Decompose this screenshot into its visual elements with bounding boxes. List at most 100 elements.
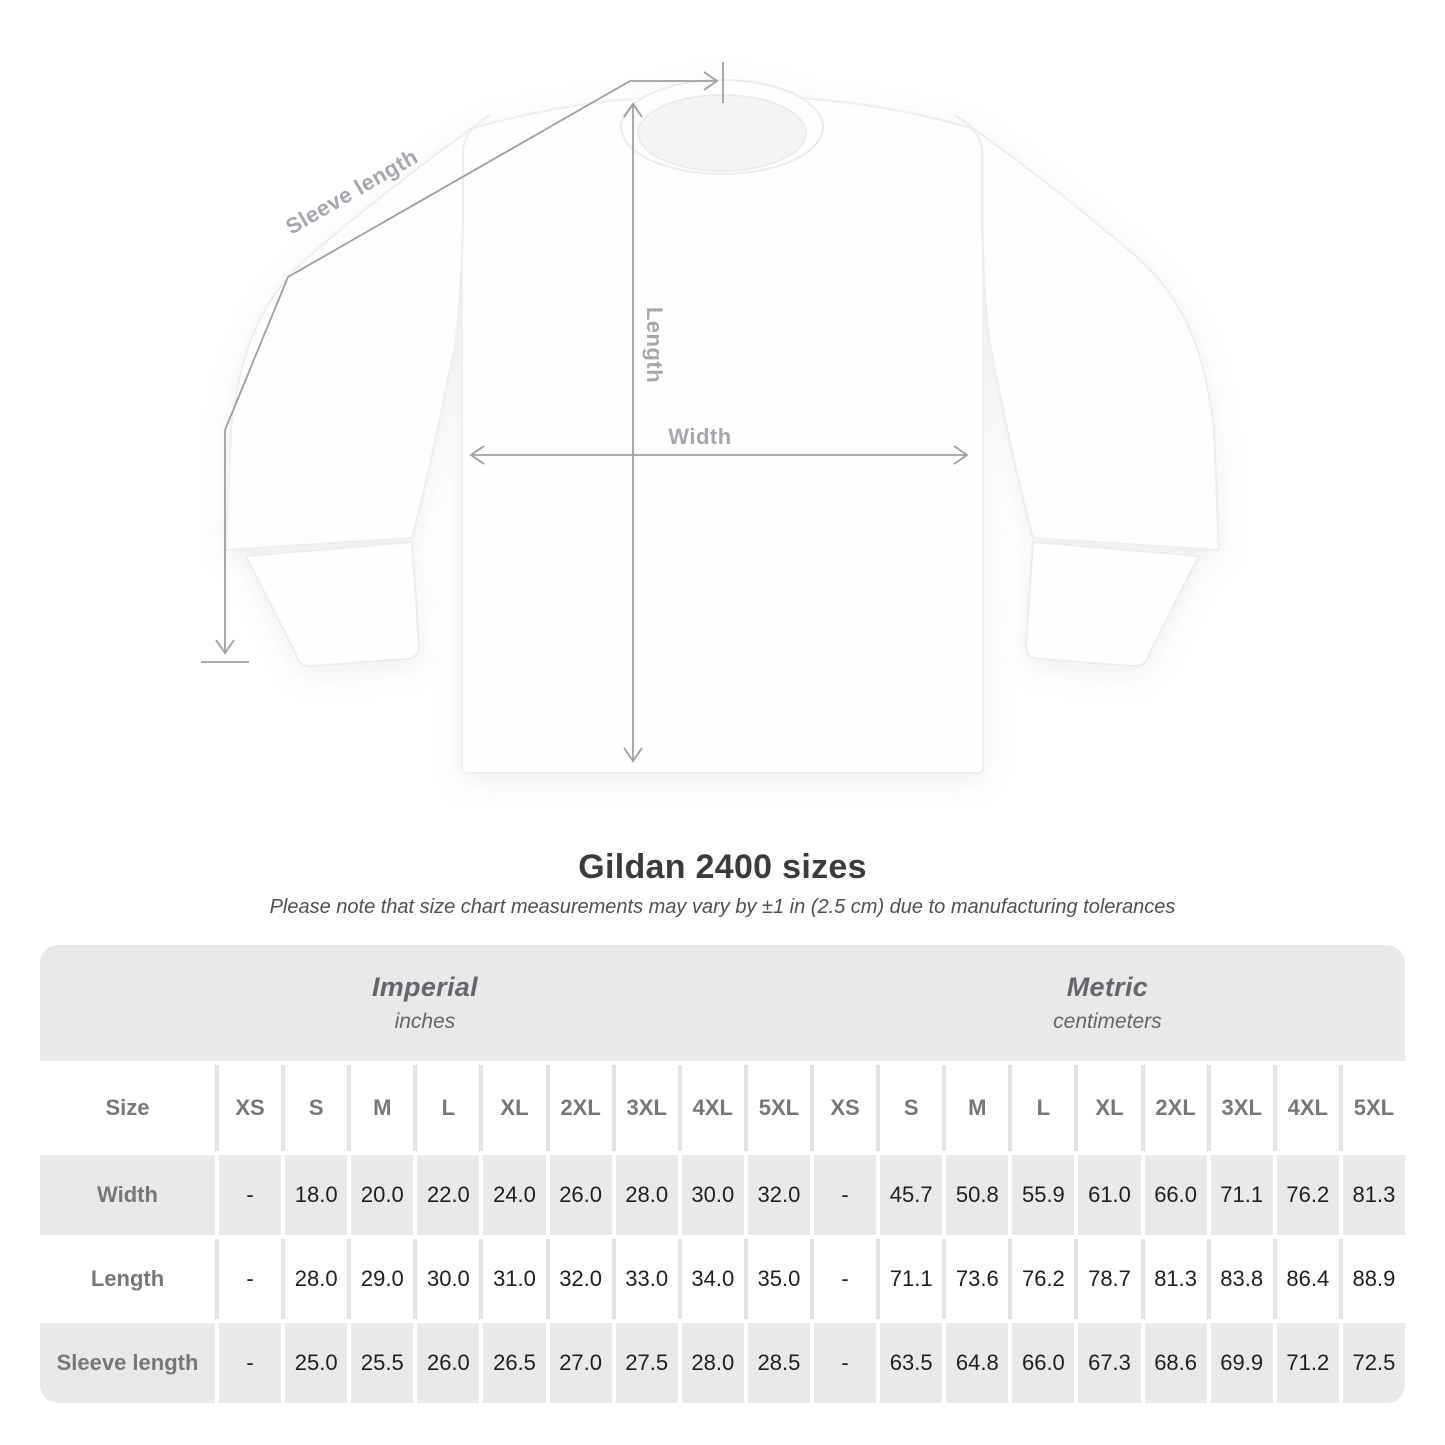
metric-size-column-header: M [946,1065,1009,1151]
metric-value-cell: 76.2 [1276,1155,1339,1235]
imperial-value-cell: 32.0 [747,1155,810,1235]
imperial-value-cell: - [219,1239,282,1319]
imperial-value-cell: 26.0 [417,1323,480,1403]
imperial-value-cell: 26.5 [483,1323,546,1403]
shirt-diagram: Sleeve length Length Width [201,62,1221,774]
metric-size-column-header: XS [813,1065,877,1151]
imperial-value-cell: 24.0 [483,1155,546,1235]
metric-value-cell: 61.0 [1078,1155,1141,1235]
imperial-value-cell: 25.5 [351,1323,414,1403]
length-measure-line [623,102,643,763]
measurement-lines [201,62,969,763]
metric-subtitle: centimeters [1053,1010,1162,1033]
imperial-value-cell: 30.0 [417,1239,480,1319]
imperial-value-cell: 29.0 [351,1239,414,1319]
metric-value-cell: - [813,1155,877,1235]
measurement-row-sleeve-length: Sleeve length -25.0 25.5 26.0 26.5 27.0 27.5 28… [40,1323,1405,1403]
imperial-size-column-header: 4XL [681,1065,744,1151]
shirt-right-cuff [1024,540,1201,668]
metric-value-cell: - [813,1239,877,1319]
unit-header-band: Imperial inches Metric centimeters [40,945,1405,1061]
metric-value-cell: 67.3 [1078,1323,1141,1403]
imperial-size-column-header: 5XL [747,1065,810,1151]
imperial-value-cell: 30.0 [681,1155,744,1235]
imperial-value-cell: 28.0 [681,1323,744,1403]
length-label: Length [642,306,667,384]
shirt-collar-opening [637,94,807,172]
metric-size-column-header: 4XL [1276,1065,1339,1151]
imperial-size-column-header: XL [483,1065,546,1151]
metric-value-cell: 72.5 [1342,1323,1405,1403]
metric-value-cell: 71.1 [880,1239,943,1319]
metric-value-cell: 66.0 [1144,1155,1207,1235]
metric-value-cell: 71.1 [1210,1155,1273,1235]
metric-value-cell: 81.3 [1144,1239,1207,1319]
shirt-left-cuff [244,540,421,668]
row-label-cell: Length [40,1239,215,1319]
imperial-value-cell: 28.0 [285,1239,348,1319]
metric-value-cell: 73.6 [946,1239,1009,1319]
imperial-title: Imperial [371,972,478,1002]
metric-value-cell: 88.9 [1342,1239,1405,1319]
metric-value-cell: 69.9 [1210,1323,1273,1403]
imperial-value-cell: 20.0 [351,1155,414,1235]
imperial-value-cell: 27.0 [549,1323,612,1403]
metric-value-cell: 76.2 [1012,1239,1075,1319]
imperial-value-cell: 28.5 [747,1323,810,1403]
imperial-value-cell: 25.0 [285,1323,348,1403]
shirt-right-sleeve [954,114,1221,552]
metric-unit-header: Metric centimeters [810,945,1405,1061]
measurement-row-length: Length -28.0 29.0 30.0 31.0 32.0 33.0 34.0 35.0-… [40,1239,1405,1319]
metric-value-cell: 71.2 [1276,1323,1339,1403]
imperial-size-column-header: S [285,1065,348,1151]
row-label-cell: Width [40,1155,215,1235]
metric-value-cell: 81.3 [1342,1155,1405,1235]
imperial-value-cell: 35.0 [747,1239,810,1319]
metric-value-cell: - [813,1323,877,1403]
imperial-size-column-header: XS [219,1065,282,1151]
imperial-value-cell: 32.0 [549,1239,612,1319]
imperial-value-cell: - [219,1155,282,1235]
shirt-illustration [201,62,1221,774]
imperial-size-column-header: L [417,1065,480,1151]
metric-value-cell: 78.7 [1078,1239,1141,1319]
size-table: Imperial inches Metric centimeters Size X… [40,945,1405,1403]
metric-size-column-header: 5XL [1342,1065,1405,1151]
imperial-value-cell: 26.0 [549,1155,612,1235]
metric-value-cell: 83.8 [1210,1239,1273,1319]
width-measure-line [469,445,969,465]
imperial-subtitle: inches [394,1010,456,1033]
metric-value-cell: 64.8 [946,1323,1009,1403]
sleeve-length-measure-line [201,62,724,663]
imperial-value-cell: - [219,1323,282,1403]
imperial-size-column-header: 2XL [549,1065,612,1151]
imperial-value-cell: 27.5 [615,1323,678,1403]
metric-value-cell: 66.0 [1012,1323,1075,1403]
size-header-row: Size XS S M L XL 2XL 3XL 4XL 5XL XS S M L XL 2XL 3XL 4XL 5… [40,1065,1405,1151]
imperial-value-cell: 28.0 [615,1155,678,1235]
metric-title: Metric [1066,972,1149,1002]
metric-value-cell: 86.4 [1276,1239,1339,1319]
metric-value-cell: 45.7 [880,1155,943,1235]
metric-size-column-header: 3XL [1210,1065,1273,1151]
size-header-cell: Size [40,1065,215,1151]
imperial-size-column-header: M [351,1065,414,1151]
imperial-size-column-header: 3XL [615,1065,678,1151]
imperial-unit-header: Imperial inches [40,945,810,1061]
row-label-cell: Sleeve length [40,1323,215,1403]
imperial-value-cell: 18.0 [285,1155,348,1235]
imperial-value-cell: 31.0 [483,1239,546,1319]
imperial-value-cell: 33.0 [615,1239,678,1319]
metric-value-cell: 55.9 [1012,1155,1075,1235]
width-label: Width [668,424,732,449]
page-title: Gildan 2400 sizes [578,848,867,886]
metric-size-column-header: S [880,1065,943,1151]
metric-value-cell: 50.8 [946,1155,1009,1235]
imperial-value-cell: 22.0 [417,1155,480,1235]
shirt-left-sleeve [224,114,491,552]
metric-value-cell: 68.6 [1144,1323,1207,1403]
measurement-row-width: Width -18.0 20.0 22.0 24.0 26.0 28.0 30.0 32.0-4… [40,1155,1405,1235]
metric-size-column-header: L [1012,1065,1075,1151]
metric-size-column-header: 2XL [1144,1065,1207,1151]
